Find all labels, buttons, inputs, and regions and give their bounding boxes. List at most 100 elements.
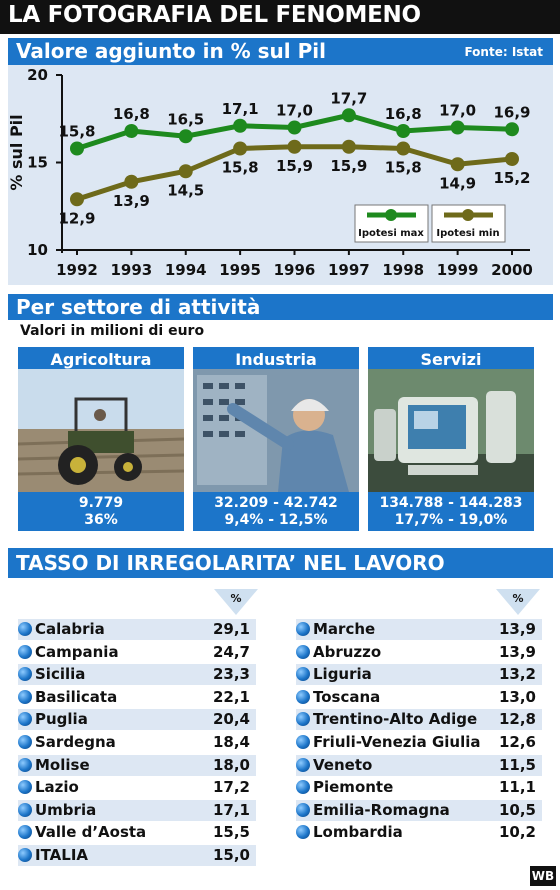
bullet-icon <box>296 712 310 727</box>
bullet-icon <box>296 825 310 840</box>
legend-marker <box>385 209 397 221</box>
percent-symbol: % <box>230 592 242 605</box>
region-name: Liguria <box>313 665 372 684</box>
region-value: 18,0 <box>212 755 250 774</box>
region-value: 13,0 <box>498 687 536 706</box>
region-name: Veneto <box>313 755 373 774</box>
region-name: ITALIA <box>35 846 89 864</box>
region-name: Campania <box>35 642 119 661</box>
data-label: 17,0 <box>276 102 313 120</box>
region-name: Toscana <box>313 687 381 706</box>
list-item: Friuli-Venezia Giulia 12,6 <box>296 732 542 753</box>
bullet-icon <box>296 780 310 795</box>
data-point <box>124 174 139 189</box>
bullet-icon <box>18 848 32 862</box>
bullet-icon <box>296 622 310 636</box>
region-name: Basilicata <box>35 687 118 706</box>
sector-name: Servizi <box>420 350 482 369</box>
region-value: 29,1 <box>212 620 250 638</box>
region-value: 12,8 <box>498 710 536 729</box>
data-point <box>178 164 193 179</box>
data-label: 15,2 <box>493 169 530 187</box>
data-label: 16,8 <box>385 105 422 123</box>
tractor-photo <box>18 369 184 492</box>
percent-header-left: % <box>214 589 258 615</box>
data-label: 15,8 <box>222 159 259 177</box>
bullet-icon <box>18 689 32 704</box>
y-tick-label: 15 <box>27 154 48 172</box>
list-item: ITALIA 15,0 <box>18 845 256 866</box>
bullet-icon <box>296 757 310 772</box>
chart-panel <box>8 65 553 285</box>
sector-value: 9.779 <box>78 495 124 511</box>
data-point <box>124 124 139 138</box>
data-point <box>233 141 248 156</box>
sector-name: Agricoltura <box>50 350 152 369</box>
list-item: Piemonte 11,1 <box>296 777 542 798</box>
sector-value: 134.788 - 144.283 <box>379 495 523 511</box>
region-value: 23,3 <box>212 665 250 684</box>
region-name: Sicilia <box>35 665 86 684</box>
data-label: 16,8 <box>113 105 150 123</box>
credit-badge: WB <box>530 866 556 886</box>
bullet-icon <box>296 667 310 682</box>
data-label: 15,8 <box>385 159 422 177</box>
data-point <box>287 120 302 135</box>
x-tick-label: 1996 <box>274 261 316 279</box>
data-point <box>396 124 411 138</box>
data-label: 17,0 <box>439 102 476 120</box>
x-tick-label: 1995 <box>219 261 261 279</box>
x-tick-label: 2000 <box>491 261 533 279</box>
list-item: Abruzzo 13,9 <box>296 642 542 663</box>
sector-percent: 17,7% - 19,0% <box>394 512 508 528</box>
region-name: Emilia-Romagna <box>313 800 450 819</box>
list-item: Liguria 13,2 <box>296 664 542 686</box>
data-label: 13,9 <box>113 192 150 210</box>
sector-card-agricoltura: Agricoltura 9.779 36% <box>18 347 184 531</box>
sector-card-industria: Industria 32.209 - 42.742 9,4% - 12,5% <box>193 347 359 531</box>
region-value: 10,2 <box>498 823 536 842</box>
percent-header-right: % <box>496 589 540 615</box>
list-item: Molise 18,0 <box>18 754 256 776</box>
bullet-icon <box>18 780 32 795</box>
computer-photo <box>368 369 534 492</box>
top-banner: LA FOTOGRAFIA DEL FENOMENO <box>0 0 560 34</box>
section-header-chart: Valore aggiunto in % sul Pil Fonte: Ista… <box>8 38 553 65</box>
bullet-icon <box>18 622 32 636</box>
data-point <box>505 152 519 166</box>
list-item: Trentino-Alto Adige 12,8 <box>296 709 542 731</box>
data-label: 14,5 <box>167 181 204 199</box>
region-name: Lazio <box>35 778 79 797</box>
data-point <box>450 120 465 135</box>
irregularity-section-title: TASSO DI IRREGOLARITA’ NEL LAVORO <box>16 551 445 575</box>
list-item: Marche 13,9 <box>296 619 542 640</box>
y-tick-label: 10 <box>27 241 48 259</box>
region-name: Marche <box>313 620 376 638</box>
region-value: 15,5 <box>212 823 250 842</box>
region-value: 18,4 <box>212 733 250 751</box>
legend-marker <box>462 209 474 221</box>
bullet-icon <box>18 735 32 749</box>
line-chart: 10 15 20 1992 1993 1994 1995 1996 1997 1998 1999 20… <box>7 66 533 279</box>
region-value: 13,2 <box>498 665 536 684</box>
data-point <box>287 139 302 154</box>
list-item: Calabria 29,1 <box>18 619 256 640</box>
bullet-icon <box>18 825 32 840</box>
sectors-section-title: Per settore di attività <box>16 295 261 319</box>
list-item: Emilia-Romagna 10,5 <box>296 799 542 821</box>
bullet-icon <box>296 644 310 659</box>
x-tick-label: 1997 <box>328 261 370 279</box>
bullet-icon <box>18 712 32 727</box>
percent-symbol: % <box>512 592 524 605</box>
data-point <box>178 129 193 144</box>
x-tick-label: 1998 <box>382 261 424 279</box>
bullet-icon <box>18 757 32 772</box>
sector-name: Industria <box>235 350 317 369</box>
legend-label: Ipotesi max <box>358 228 424 239</box>
worker-photo <box>193 369 359 492</box>
list-item: Sicilia 23,3 <box>18 664 256 686</box>
data-label: 12,9 <box>58 209 95 227</box>
region-name: Friuli-Venezia Giulia <box>313 733 481 751</box>
region-name: Calabria <box>35 620 105 638</box>
list-item: Lombardia 10,2 <box>296 822 542 843</box>
